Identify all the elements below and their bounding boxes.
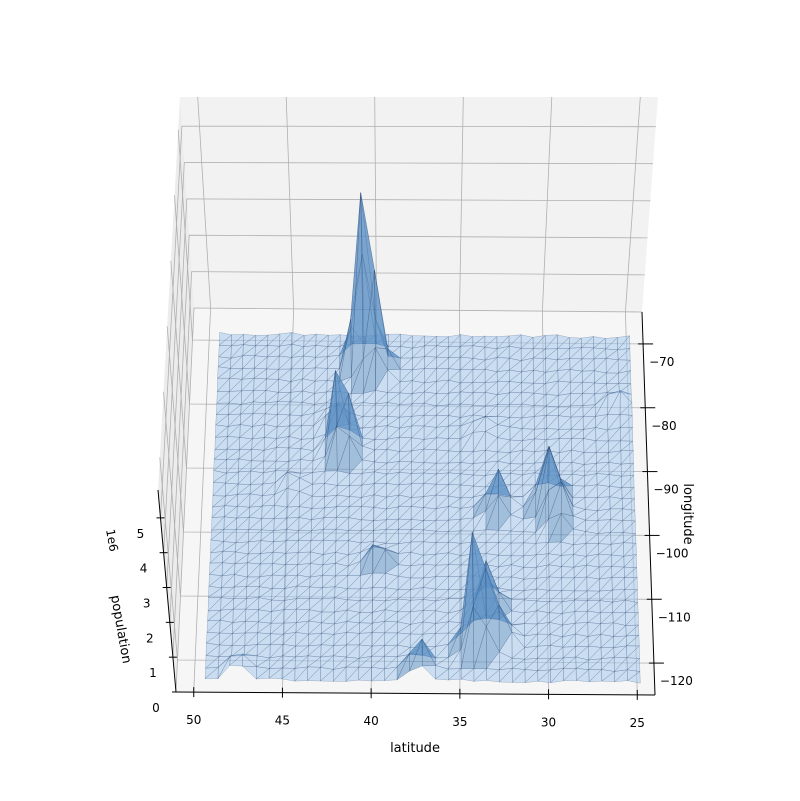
surface-facet bbox=[229, 653, 244, 667]
surface-facet bbox=[614, 669, 628, 682]
grid-line-z bbox=[160, 125, 656, 518]
surface-facet bbox=[345, 666, 359, 682]
back-pane bbox=[180, 97, 658, 312]
y-axis-label: longitude bbox=[680, 483, 695, 544]
y-tick-label: −110 bbox=[658, 610, 691, 624]
x-tick-label: 25 bbox=[630, 716, 645, 730]
z-tick-label: 4 bbox=[140, 562, 148, 576]
x-tick-label: 45 bbox=[275, 714, 290, 728]
axis-lines bbox=[157, 311, 656, 696]
z-offset-text: 1e6 bbox=[103, 528, 121, 553]
x-axis-line bbox=[175, 691, 656, 696]
surface-facet bbox=[383, 666, 398, 681]
surface-facet bbox=[320, 669, 334, 682]
surface-facet bbox=[627, 671, 641, 684]
surface-facet bbox=[242, 665, 257, 680]
z-tick-label: 3 bbox=[143, 597, 151, 611]
y-tick-label: −100 bbox=[656, 546, 689, 560]
grid-line-z bbox=[166, 198, 651, 588]
grid-line-z bbox=[175, 307, 643, 693]
x-axis-label: latitude bbox=[390, 741, 440, 756]
z-axis-line bbox=[157, 489, 177, 693]
surface-facet bbox=[409, 639, 423, 672]
surface-facet bbox=[255, 668, 270, 680]
surface-facet bbox=[307, 666, 321, 682]
surface-facet bbox=[563, 668, 577, 681]
surface-facet bbox=[294, 666, 308, 682]
surface-facet bbox=[217, 655, 231, 679]
z-tick-label: 2 bbox=[146, 631, 154, 645]
surface-facet bbox=[332, 666, 347, 682]
longitude-ticks: −70 −80 −90 −100 −110 −120 bbox=[638, 343, 693, 688]
surface-facet bbox=[371, 668, 385, 682]
latitude-ticks: 50 45 40 35 30 25 bbox=[186, 687, 645, 730]
x-tick-label: 40 bbox=[364, 714, 379, 728]
x-tick-label: 50 bbox=[186, 713, 201, 727]
x-tick-label: 30 bbox=[541, 715, 556, 729]
z-tick-label: 0 bbox=[152, 701, 160, 715]
surface-facet bbox=[358, 666, 372, 682]
y-tick-label: −80 bbox=[651, 419, 676, 433]
surface-facet bbox=[422, 665, 436, 680]
population-surface bbox=[204, 192, 641, 684]
surface-facet bbox=[460, 668, 475, 682]
z-axis-label: population bbox=[107, 594, 134, 665]
surface-facet bbox=[435, 668, 449, 681]
population-ticks: 0 1 2 3 4 5 bbox=[137, 517, 180, 715]
surface-facet bbox=[550, 668, 564, 683]
surface-facet bbox=[447, 668, 462, 681]
surface-facet bbox=[499, 667, 513, 683]
z-tick-label: 1 bbox=[149, 666, 157, 680]
surface-facet bbox=[268, 667, 283, 680]
grid-line-z bbox=[172, 271, 645, 658]
surface-facet bbox=[396, 652, 410, 681]
y-axis-line bbox=[641, 311, 656, 696]
grid-line-z bbox=[169, 234, 648, 623]
surface-facet bbox=[486, 669, 500, 683]
surface-facet bbox=[512, 669, 526, 683]
y-tick-label: −120 bbox=[660, 674, 693, 688]
surface-facet bbox=[601, 671, 615, 682]
surface-facet bbox=[588, 669, 603, 682]
surface-facet bbox=[524, 670, 539, 683]
y-tick-label: −70 bbox=[649, 355, 674, 369]
y-tick-label: −90 bbox=[653, 483, 678, 497]
x-tick-label: 35 bbox=[452, 715, 467, 729]
surface-facet bbox=[204, 667, 219, 679]
z-tick-label: 5 bbox=[137, 527, 145, 541]
surface-facet bbox=[576, 669, 590, 682]
surface-facet bbox=[281, 668, 296, 682]
surface-facet bbox=[473, 668, 487, 682]
grid-line-z bbox=[163, 162, 654, 553]
surface-facet bbox=[537, 669, 551, 683]
